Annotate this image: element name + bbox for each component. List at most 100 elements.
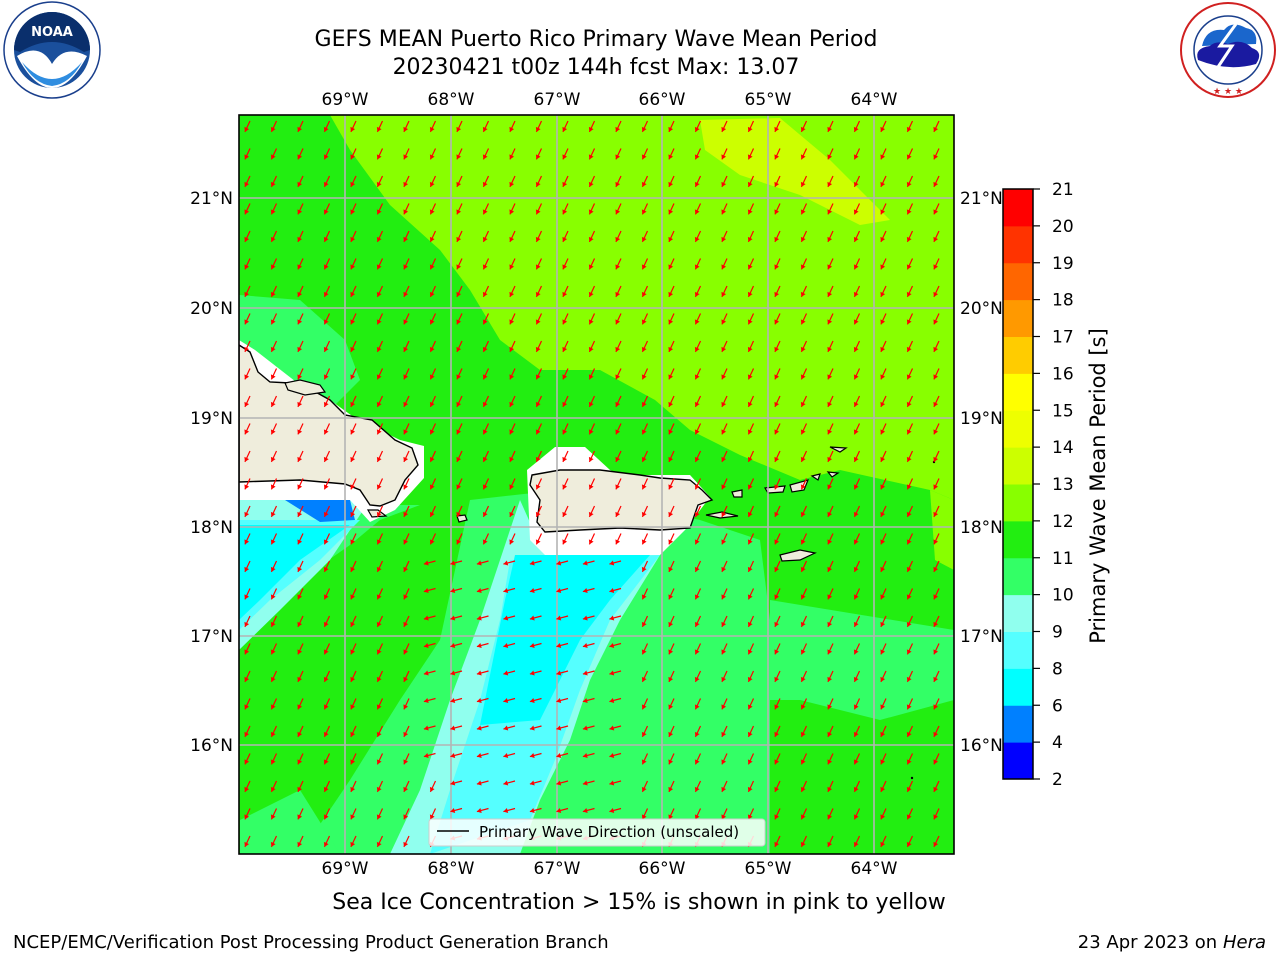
- wave-arrow-head: [509, 346, 515, 352]
- wave-arrow-head: [297, 264, 303, 270]
- wave-arrow-head: [800, 786, 806, 792]
- wave-arrow-head: [774, 154, 780, 160]
- wave-arrow-head: [853, 374, 859, 380]
- wave-arrow-head: [880, 649, 886, 655]
- wave-arrow-head: [668, 346, 674, 352]
- wave-arrow-head: [350, 291, 356, 297]
- wave-arrow-head: [774, 814, 780, 820]
- culebra-land: [731, 489, 743, 498]
- wave-arrow-head: [297, 236, 303, 242]
- wave-arrow-head: [933, 621, 939, 627]
- wave-arrow-head: [668, 264, 674, 270]
- wave-arrow-head: [721, 264, 727, 270]
- wave-arrow-head: [641, 484, 647, 490]
- wave-arrow-head: [562, 456, 568, 462]
- lon-label: 64°W: [851, 90, 898, 110]
- wave-arrow-head: [880, 484, 886, 490]
- wave-arrow-head: [556, 725, 562, 731]
- wave-arrow-head: [747, 126, 753, 132]
- wave-arrow-head: [476, 698, 482, 703]
- wave-arrow-head: [880, 786, 886, 792]
- wave-arrow-head: [853, 346, 859, 352]
- lon-label: 68°W: [428, 90, 475, 110]
- wave-arrow-head: [588, 484, 594, 490]
- wave-arrow-head: [509, 154, 515, 160]
- wave-arrow-head: [582, 725, 588, 731]
- colorbar-tick-label: 19: [1052, 254, 1074, 274]
- wave-arrow-head: [323, 181, 329, 187]
- wave-arrow-head: [641, 374, 647, 380]
- wave-arrow-head: [588, 291, 594, 297]
- wave-arrow-head: [323, 704, 329, 710]
- wave-arrow-head: [694, 126, 700, 132]
- wave-arrow-head: [853, 236, 859, 242]
- wave-arrow-head: [609, 753, 615, 758]
- wave-arrow-head: [827, 154, 833, 160]
- wave-arrow-head: [476, 725, 482, 731]
- wave-arrow-head: [747, 401, 753, 407]
- wave-arrow-head: [509, 209, 515, 215]
- wave-arrow-head: [482, 539, 488, 545]
- wave-arrow-head: [880, 374, 886, 380]
- colorbar-segment: [1003, 705, 1033, 743]
- wave-arrow-head: [694, 759, 700, 765]
- wave-arrow-head: [297, 731, 303, 737]
- wave-arrow-head: [403, 374, 409, 380]
- wave-arrow-head: [476, 670, 482, 676]
- wave-arrow-head: [270, 759, 276, 765]
- wave-arrow-head: [297, 841, 303, 847]
- wave-arrow-head: [323, 484, 329, 490]
- wave-arrow-head: [244, 429, 250, 435]
- wave-arrow-head: [721, 126, 727, 132]
- colorbar-segment: [1003, 520, 1033, 559]
- wave-arrow-head: [323, 456, 329, 462]
- wave-arrow-head: [641, 429, 647, 435]
- wave-arrow-head: [403, 539, 409, 545]
- wave-arrow-head: [244, 401, 250, 407]
- wave-arrow-head: [853, 291, 859, 297]
- wave-arrow-head: [588, 346, 594, 352]
- wave-arrow-head: [774, 374, 780, 380]
- wave-arrow-head: [456, 236, 462, 242]
- puerto-rico-land: [529, 469, 714, 533]
- wave-arrow-head: [774, 759, 780, 765]
- wave-arrow-head: [800, 511, 806, 517]
- wave-arrow-head: [747, 566, 753, 572]
- wave-arrow-head: [323, 236, 329, 242]
- wave-arrow-head: [615, 236, 621, 242]
- wave-arrow-head: [853, 181, 859, 187]
- wave-arrow-head: [350, 484, 356, 490]
- wave-arrow-head: [429, 484, 435, 490]
- wave-arrow-head: [880, 401, 886, 407]
- wave-arrow-head: [827, 841, 833, 847]
- wave-arrow-head: [350, 539, 356, 545]
- wave-arrow-head: [429, 209, 435, 215]
- wave-arrow-head: [615, 319, 621, 325]
- wave-arrow-head: [244, 319, 250, 325]
- wave-arrow-head: [535, 181, 541, 187]
- wave-arrow-head: [747, 731, 753, 737]
- wave-arrow-head: [641, 291, 647, 297]
- wave-arrow-head: [429, 319, 435, 325]
- wave-arrow-head: [747, 759, 753, 765]
- wave-arrow-head: [582, 780, 588, 786]
- wave-arrow-head: [853, 154, 859, 160]
- wave-arrow-head: [376, 374, 382, 380]
- wave-arrow-head: [535, 346, 541, 352]
- wave-arrow-head: [641, 154, 647, 160]
- wave-arrow-head: [933, 676, 939, 682]
- wave-arrow-head: [880, 181, 886, 187]
- wave-arrow-head: [774, 731, 780, 737]
- wave-arrow-head: [482, 181, 488, 187]
- wave-arrow-head: [456, 456, 462, 462]
- wave-arrow-head: [721, 401, 727, 407]
- wave-arrow-head: [694, 594, 700, 600]
- wave-arrow-head: [827, 236, 833, 242]
- wave-arrow-head: [933, 814, 939, 820]
- wave-arrow-head: [721, 154, 727, 160]
- wave-arrow-head: [244, 264, 250, 270]
- wave-arrow-head: [535, 154, 541, 160]
- wave-arrow-head: [376, 236, 382, 242]
- wave-arrow-head: [800, 731, 806, 737]
- wave-arrow-head: [562, 236, 568, 242]
